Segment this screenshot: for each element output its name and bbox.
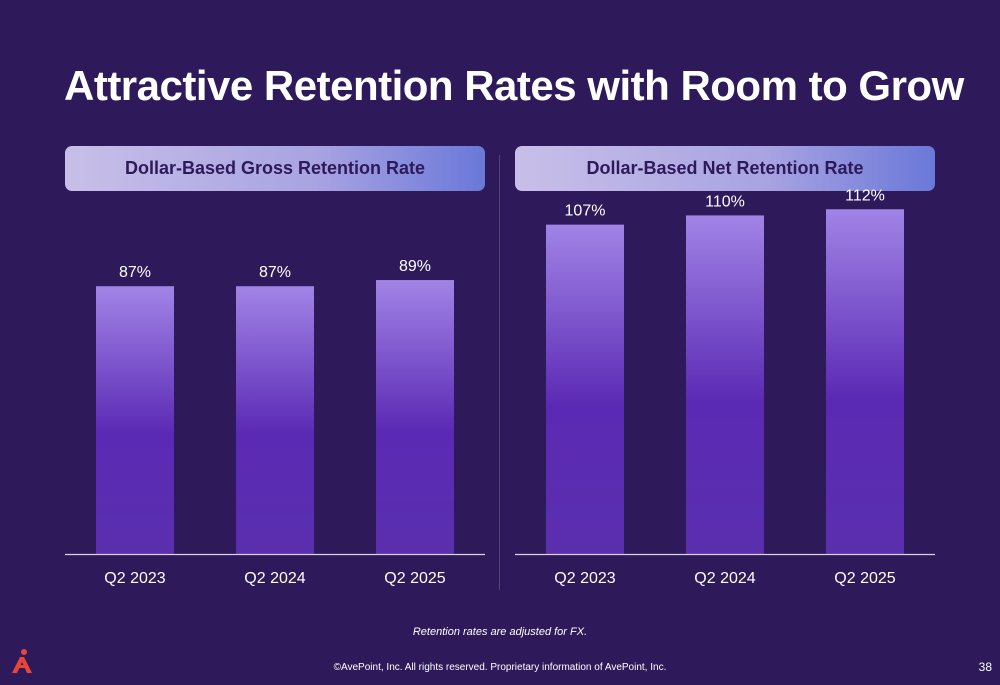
x-tick-label: Q2 2025 [834, 570, 895, 587]
bar-value-label: 87% [259, 264, 291, 281]
gross-retention-header: Dollar-Based Gross Retention Rate [65, 146, 485, 191]
avepoint-logo-icon [12, 649, 32, 673]
page-number: 38 [978, 660, 992, 674]
copyright-text: ©AvePoint, Inc. All rights reserved. Pro… [333, 662, 667, 673]
panel-divider [499, 155, 500, 590]
bar-q2-2025 [376, 280, 454, 554]
x-tick-label: Q2 2023 [554, 570, 615, 587]
net-retention-header: Dollar-Based Net Retention Rate [515, 146, 935, 191]
bar-value-label: 107% [565, 203, 606, 220]
bar-value-label: 89% [399, 258, 431, 275]
bar-value-label: 112% [845, 187, 885, 204]
bar-q2-2023 [546, 224, 624, 554]
bar-value-label: 110% [705, 193, 745, 210]
x-tick-label: Q2 2023 [104, 570, 165, 587]
gross-retention-panel: Dollar-Based Gross Retention Rate 87% Q2 … [65, 146, 485, 606]
x-tick-label: Q2 2024 [244, 570, 305, 587]
net-retention-chart: 107% Q2 2023 110% Q2 2024 112% Q2 2025 [515, 187, 935, 587]
x-tick-label: Q2 2025 [384, 570, 445, 587]
bar-q2-2024 [686, 215, 764, 555]
gross-retention-chart: 87% Q2 2023 87% Q2 2024 89% Q2 2025 [65, 258, 485, 587]
footnote: Retention rates are adjusted for FX. [412, 626, 588, 638]
bar-value-label: 87% [119, 264, 151, 281]
x-tick-label: Q2 2024 [694, 570, 755, 587]
bar-q2-2025 [826, 209, 904, 554]
bar-q2-2023 [96, 286, 174, 554]
gross-retention-title: Dollar-Based Gross Retention Rate [124, 158, 426, 178]
net-retention-panel: Dollar-Based Net Retention Rate 107% Q2 2… [515, 146, 935, 606]
slide-title: Attractive Retention Rates with Room to … [64, 62, 964, 109]
bar-q2-2024 [236, 286, 314, 554]
net-retention-title: Dollar-Based Net Retention Rate [586, 158, 864, 178]
